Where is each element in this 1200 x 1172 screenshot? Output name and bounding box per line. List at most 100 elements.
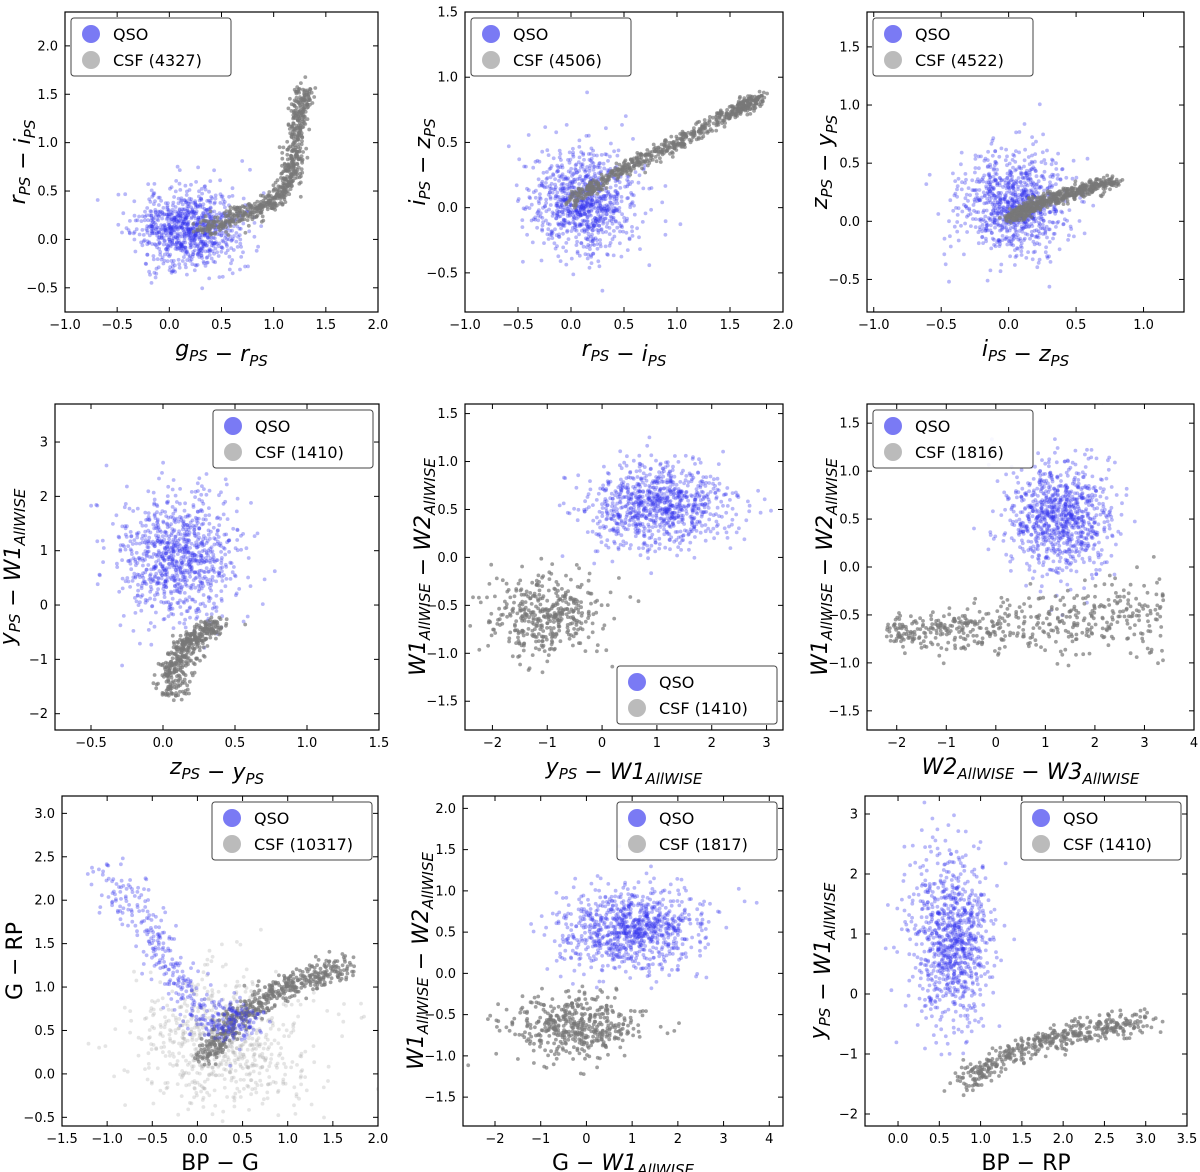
data-point [197, 249, 201, 254]
data-point [506, 144, 511, 149]
data-point [199, 198, 204, 202]
data-point [174, 235, 179, 240]
data-point [593, 200, 598, 204]
data-point [571, 172, 576, 177]
data-point [219, 233, 224, 238]
data-point [185, 233, 190, 238]
data-point [577, 182, 582, 186]
data-point [964, 204, 968, 209]
x-tick-label: 0.0 [561, 318, 582, 333]
data-point [186, 232, 191, 236]
data-point [647, 152, 652, 157]
x-tick-label: −1.0 [449, 318, 481, 333]
data-point [169, 231, 173, 236]
data-point [732, 113, 736, 117]
data-point [985, 165, 990, 169]
data-point [299, 167, 304, 172]
data-point [628, 182, 632, 187]
data-point [217, 232, 222, 236]
data-point [614, 161, 619, 166]
data-point [572, 171, 577, 176]
data-point [218, 228, 222, 233]
data-point [1038, 184, 1043, 189]
data-point [141, 239, 146, 244]
data-point [659, 142, 664, 147]
data-point [192, 210, 197, 215]
data-point [999, 227, 1004, 232]
data-point [208, 596, 213, 601]
data-point [1047, 210, 1052, 215]
data-point [596, 204, 601, 209]
data-point [165, 205, 170, 210]
data-point [207, 253, 212, 257]
data-point [266, 200, 270, 205]
data-point [1025, 218, 1030, 223]
data-point [572, 215, 576, 220]
data-point [149, 213, 154, 218]
data-point [178, 244, 183, 249]
data-point [658, 156, 662, 161]
data-point [980, 177, 984, 182]
data-point [573, 209, 578, 214]
data-point [1028, 168, 1032, 173]
data-point [591, 175, 596, 180]
data-point [535, 211, 540, 216]
data-point [546, 227, 551, 232]
data-point [1011, 233, 1016, 238]
data-point [205, 229, 210, 234]
data-point [165, 214, 170, 219]
data-point [238, 226, 243, 231]
data-point [155, 225, 159, 230]
data-point [1049, 185, 1054, 189]
data-point [580, 202, 585, 206]
data-point [1036, 191, 1040, 196]
data-point [1029, 190, 1034, 194]
data-point [565, 214, 570, 218]
data-point [150, 224, 155, 229]
data-point [574, 228, 579, 233]
data-point [992, 243, 996, 247]
data-point [1017, 229, 1022, 233]
data-point [579, 204, 584, 209]
data-point [599, 185, 603, 190]
data-point [578, 202, 583, 207]
data-point [558, 186, 563, 191]
data-point [947, 279, 951, 284]
data-point [765, 91, 769, 96]
data-point [978, 227, 982, 232]
data-point [215, 250, 220, 255]
data-point [649, 207, 653, 212]
data-point [1036, 206, 1041, 210]
data-point [980, 223, 985, 227]
data-point [1058, 177, 1063, 182]
data-point [579, 207, 583, 212]
data-point [545, 232, 550, 237]
data-point [1007, 201, 1011, 205]
data-point [1022, 225, 1027, 230]
data-point [596, 228, 601, 233]
data-point [586, 152, 591, 156]
data-point [553, 246, 558, 251]
data-point [183, 183, 188, 188]
data-point [998, 176, 1003, 181]
data-point [168, 212, 173, 217]
data-point [173, 189, 178, 194]
data-point [546, 192, 551, 197]
data-point [1019, 241, 1024, 246]
data-point [187, 210, 192, 215]
data-point [603, 194, 608, 199]
data-point [955, 194, 959, 199]
data-point [159, 257, 164, 262]
data-point [1105, 173, 1110, 178]
data-point [991, 167, 996, 172]
data-point [541, 220, 545, 225]
data-point [991, 205, 996, 210]
data-point [579, 222, 584, 227]
data-point [182, 198, 187, 203]
data-point [585, 227, 590, 231]
data-point [675, 136, 680, 141]
data-point [282, 161, 287, 166]
data-point [524, 164, 528, 169]
data-point [193, 232, 198, 237]
data-point [601, 212, 606, 217]
